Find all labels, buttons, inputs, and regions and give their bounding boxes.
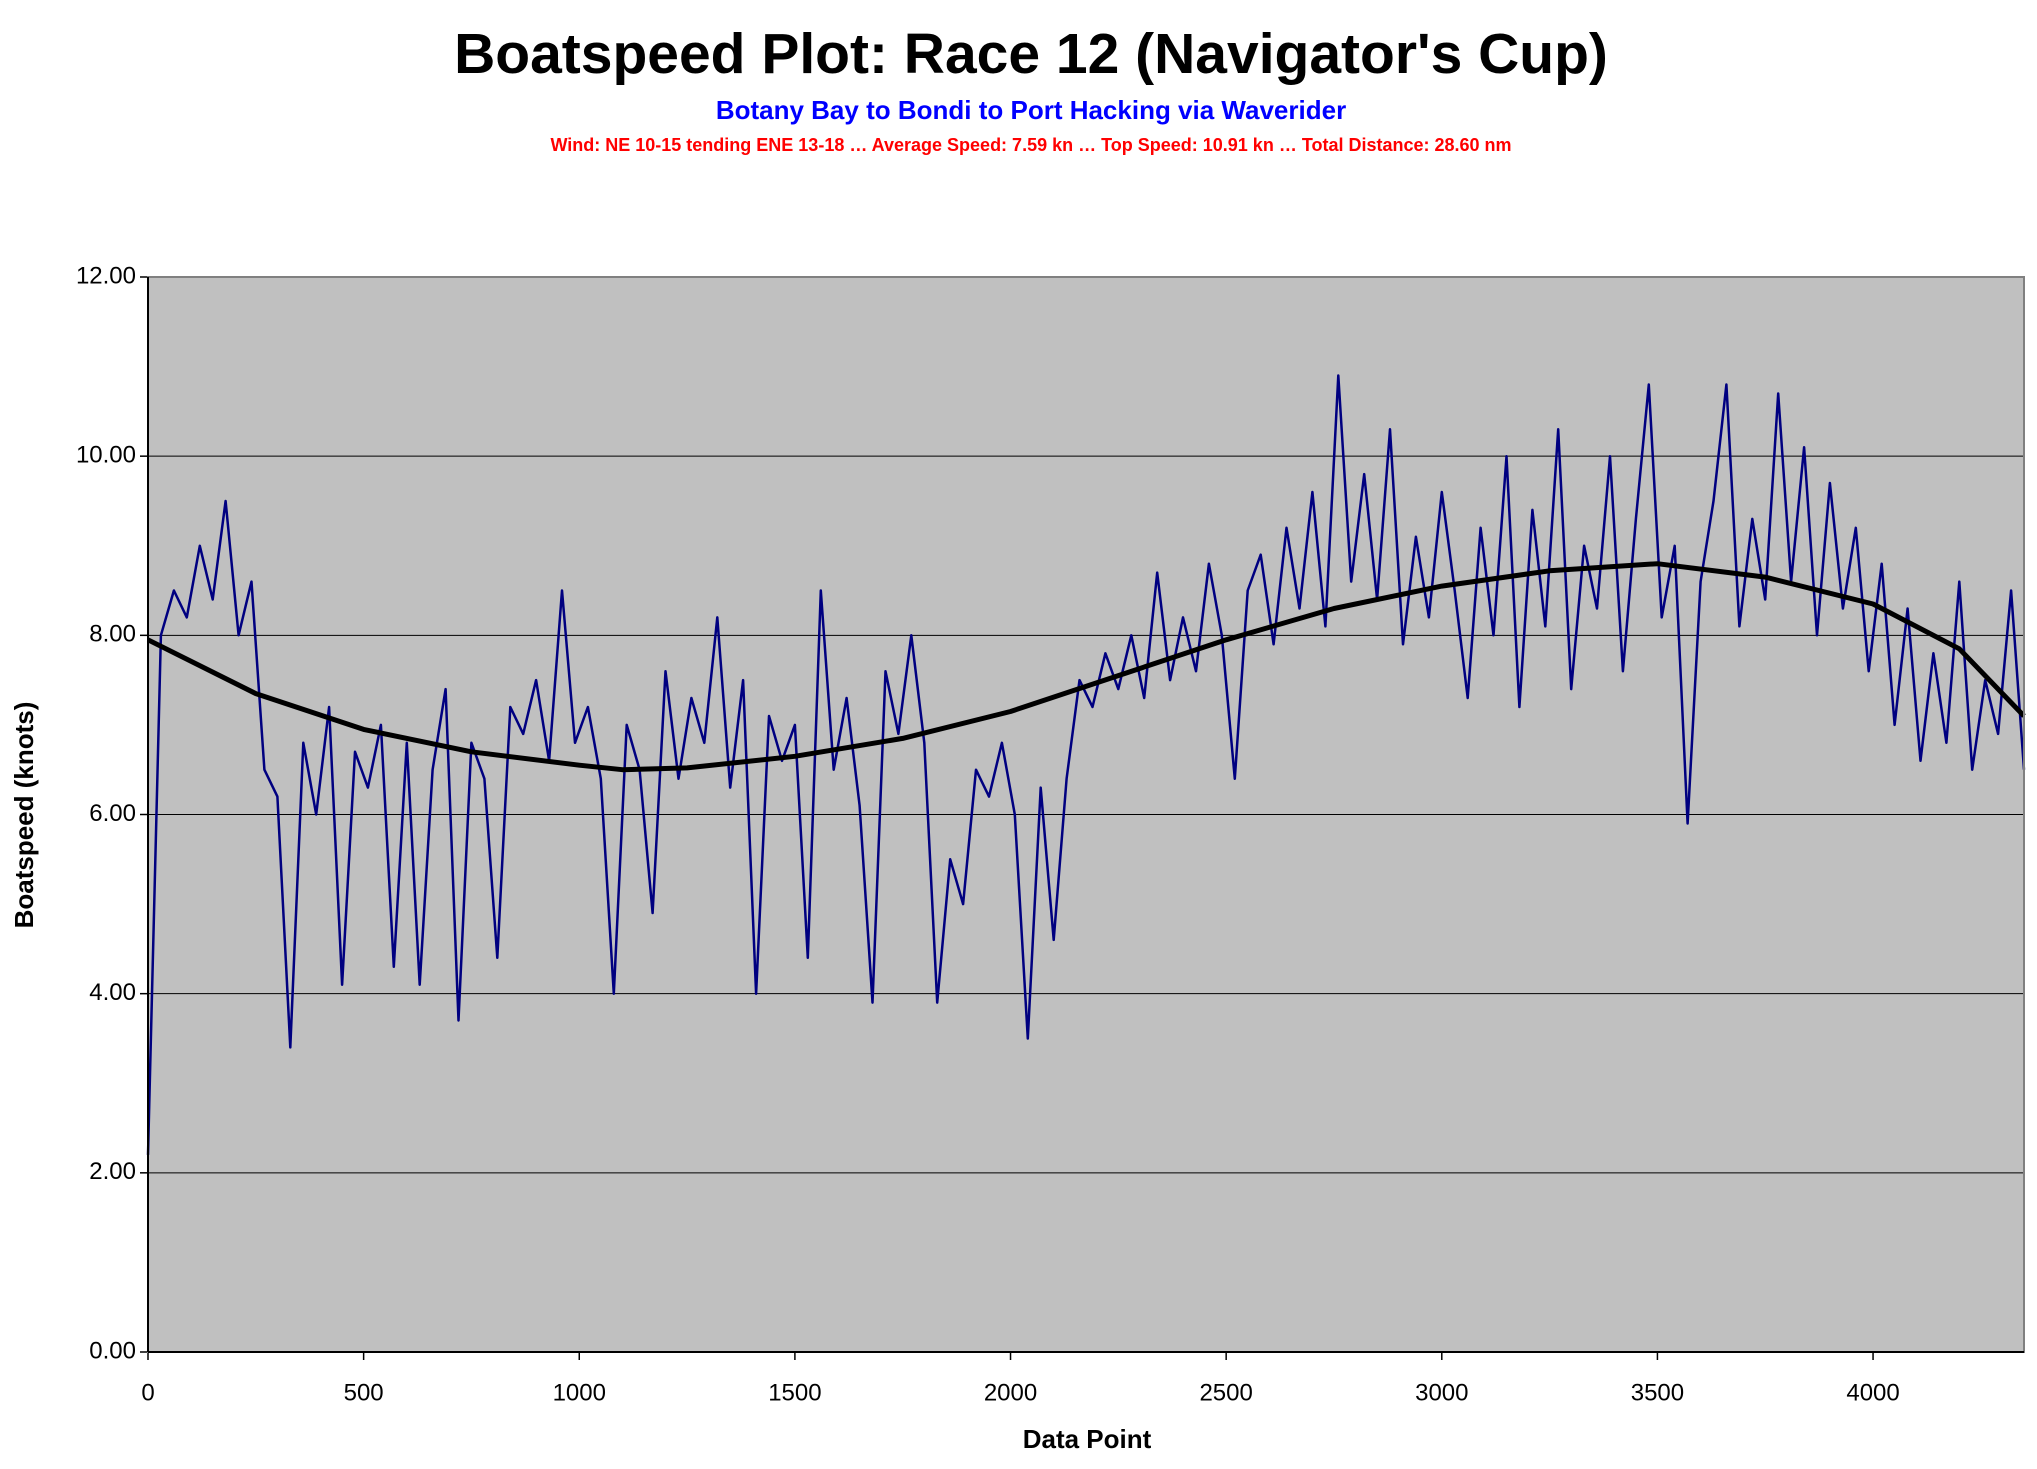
y-tick-label: 10.00 [76,442,136,469]
y-tick-label: 8.00 [89,621,136,648]
x-tick-label: 1000 [553,1379,606,1406]
x-tick-label: 4000 [1846,1379,1899,1406]
y-tick-label: 6.00 [89,800,136,827]
y-tick-label: 0.00 [89,1337,136,1364]
x-tick-label: 2500 [1199,1379,1252,1406]
y-tick-label: 2.00 [89,1158,136,1185]
x-tick-label: 2000 [984,1379,1037,1406]
x-tick-label: 3500 [1631,1379,1684,1406]
x-tick-label: 3000 [1415,1379,1468,1406]
x-tick-label: 0 [141,1379,154,1406]
series-line [146,374,2026,1155]
chart-title: Boatspeed Plot: Race 12 (Navigator's Cup… [454,22,1608,86]
y-tick-label: 4.00 [89,979,136,1006]
x-tick-label: 500 [344,1379,384,1406]
x-axis-label: Data Point [1023,1424,1152,1454]
x-tick-label: 1500 [768,1379,821,1406]
annotation: Wind: NE 10-15 tending ENE 13-18 … Avera… [550,135,1511,155]
y-axis-label: Boatspeed (knots) [9,702,39,929]
y-tick-label: 12.00 [76,262,136,289]
chart-subtitle: Botany Bay to Bondi to Port Hacking via … [716,95,1346,125]
series-line [146,561,2026,773]
